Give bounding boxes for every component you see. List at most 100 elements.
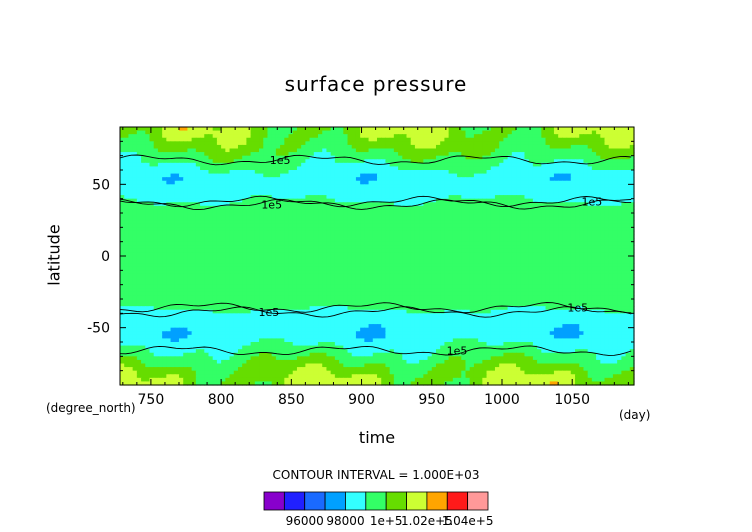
field-cell xyxy=(351,195,357,200)
field-cell xyxy=(537,220,542,225)
field-cell xyxy=(389,256,395,261)
field-cell xyxy=(157,266,163,271)
field-cell xyxy=(237,266,243,271)
field-cell xyxy=(553,170,559,175)
field-cell xyxy=(242,227,247,232)
field-cell xyxy=(402,173,408,178)
field-cell xyxy=(625,198,631,203)
field-cell xyxy=(178,230,184,236)
field-cell xyxy=(141,220,146,225)
field-cell xyxy=(423,127,429,132)
field-cell xyxy=(473,216,479,221)
field-cell xyxy=(237,238,243,243)
field-cell xyxy=(355,130,361,135)
field-cell xyxy=(583,223,589,228)
field-cell xyxy=(136,241,142,246)
field-cell xyxy=(174,173,180,178)
field-cell xyxy=(612,234,618,239)
field-cell xyxy=(271,155,277,160)
field-cell xyxy=(145,256,151,261)
field-cell xyxy=(292,263,298,268)
field-cell xyxy=(617,252,622,257)
field-cell xyxy=(532,227,538,232)
field-cell xyxy=(511,127,517,132)
field-cell xyxy=(271,144,277,150)
field-cell xyxy=(532,187,538,193)
field-cell xyxy=(440,170,446,175)
field-cell xyxy=(440,248,446,254)
field-cell xyxy=(566,166,572,171)
field-cell xyxy=(596,241,601,246)
field-cell xyxy=(608,155,614,160)
field-cell xyxy=(389,177,395,182)
field-cell xyxy=(617,205,622,211)
field-cell xyxy=(237,209,243,214)
field-cell xyxy=(149,205,155,211)
field-cell xyxy=(625,191,631,196)
field-cell xyxy=(461,259,467,264)
field-cell xyxy=(507,202,513,207)
field-cell xyxy=(549,127,555,132)
field-cell xyxy=(233,166,239,171)
field-cell xyxy=(402,130,408,135)
field-cell xyxy=(157,187,163,193)
field-cell xyxy=(162,198,167,203)
field-cell xyxy=(503,220,509,225)
field-cell xyxy=(162,266,167,271)
field-cell xyxy=(549,198,555,203)
field-cell xyxy=(301,266,306,271)
field-cell xyxy=(414,230,420,236)
field-cell xyxy=(579,216,585,221)
field-cell xyxy=(423,152,429,157)
field-cell xyxy=(326,263,332,268)
field-cell xyxy=(221,159,226,164)
field-cell xyxy=(254,220,260,225)
field-cell xyxy=(178,134,184,139)
field-cell xyxy=(334,148,340,153)
field-cell xyxy=(389,213,395,218)
field-cell xyxy=(398,130,403,135)
field-cell xyxy=(141,170,146,175)
field-cell xyxy=(195,248,201,254)
field-cell xyxy=(469,162,475,168)
field-cell xyxy=(549,141,555,146)
field-cell xyxy=(612,162,618,168)
field-cell xyxy=(157,198,163,203)
field-cell xyxy=(322,259,328,264)
field-cell xyxy=(541,162,547,168)
field-cell xyxy=(393,252,399,257)
field-cell xyxy=(250,180,256,185)
field-cell xyxy=(174,162,180,168)
field-cell xyxy=(364,184,370,189)
field-cell xyxy=(347,213,353,218)
field-cell xyxy=(187,148,193,153)
field-cell xyxy=(191,223,197,228)
field-cell xyxy=(263,180,269,185)
field-cell xyxy=(528,170,534,175)
field-cell xyxy=(402,187,408,193)
field-cell xyxy=(499,223,504,228)
field-cell xyxy=(419,173,424,178)
field-cell xyxy=(381,184,387,189)
field-cell xyxy=(174,227,180,232)
field-cell xyxy=(549,177,555,182)
field-cell xyxy=(457,162,462,168)
field-cell xyxy=(423,238,429,243)
field-cell xyxy=(322,180,328,185)
field-cell xyxy=(423,216,429,221)
field-cell xyxy=(368,266,374,271)
field-cell xyxy=(469,256,475,261)
field-cell xyxy=(334,245,340,250)
field-cell xyxy=(174,127,180,132)
field-cell xyxy=(457,216,462,221)
field-cell xyxy=(233,241,239,246)
field-cell xyxy=(562,141,568,146)
field-cell xyxy=(355,195,361,200)
field-cell xyxy=(507,263,513,268)
field-cell xyxy=(170,266,176,271)
field-cell xyxy=(364,256,370,261)
field-cell xyxy=(136,187,142,193)
field-cell xyxy=(596,162,601,168)
field-cell xyxy=(490,166,496,171)
field-cell xyxy=(575,130,580,135)
